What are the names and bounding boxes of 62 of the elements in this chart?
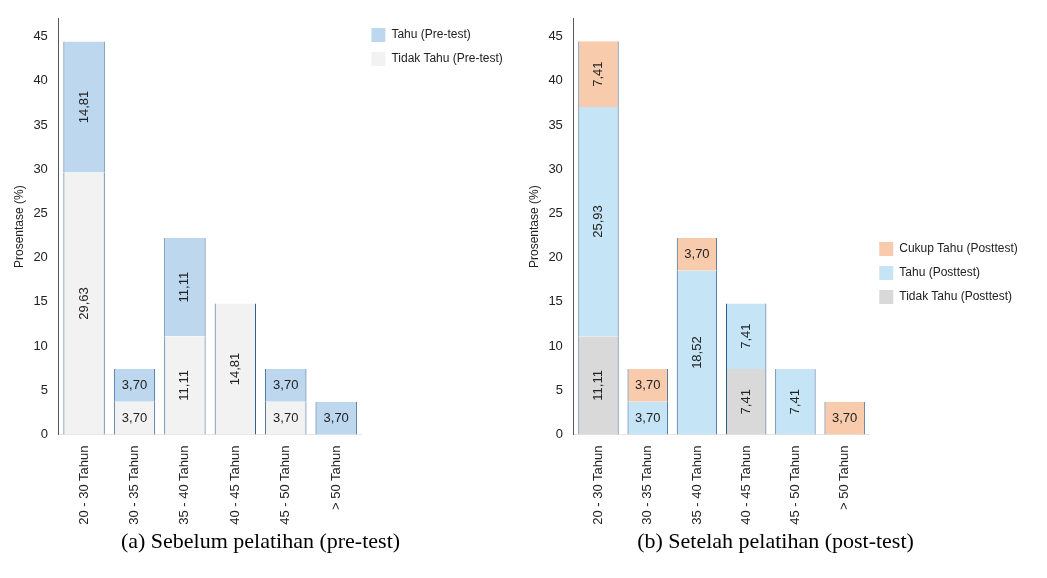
data-label: 3,70: [121, 409, 148, 425]
x-tick-label: 35 - 40 Tahun: [176, 445, 192, 525]
x-tick-label: 40 - 45 Tahun: [737, 445, 753, 525]
data-label: 3,70: [635, 409, 661, 425]
data-label: 3,70: [323, 409, 349, 425]
y-tick-label: 10: [548, 337, 563, 353]
y-tick-label: 45: [33, 28, 48, 44]
y-tick-label: 40: [33, 72, 48, 88]
data-label: 7,41: [737, 323, 753, 349]
y-tick-label: 5: [40, 381, 48, 397]
data-label: 14,81: [75, 90, 91, 124]
data-label: 7,41: [590, 61, 606, 87]
y-tick-label: 0: [555, 426, 563, 442]
y-axis-title: Prosentase (%): [11, 185, 26, 268]
text: (a) Sebelum pelatihan (pre-test): [120, 528, 401, 554]
y-axis-title: Prosentase (%): [526, 185, 541, 268]
text: (b) Setelah pelatihan (post-test): [637, 528, 914, 554]
data-label: 11,11: [176, 370, 192, 401]
y-tick-label: 15: [33, 293, 48, 309]
legend-label: Tahu (Pre-test): [391, 27, 471, 42]
data-label: 7,41: [737, 389, 753, 415]
y-tick-label: 25: [548, 204, 563, 220]
y-tick-label: 10: [33, 337, 48, 353]
y-tick-label: 35: [33, 116, 48, 132]
y-tick-label: 40: [548, 72, 563, 88]
x-tick-label: 30 - 35 Tahun: [639, 445, 655, 525]
data-label: 25,93: [590, 205, 606, 238]
data-label: 3,70: [832, 409, 858, 425]
x-tick-label: 45 - 50 Tahun: [277, 445, 293, 525]
legend-label: Tidak Tahu (Posttest): [899, 289, 1012, 304]
data-label: 3,70: [273, 376, 299, 392]
legend-label: Tahu (Posttest): [899, 265, 980, 280]
x-tick-label: 35 - 40 Tahun: [688, 445, 704, 525]
y-tick-label: 20: [548, 249, 563, 265]
legend-label: Tidak Tahu (Pre-test): [391, 51, 503, 66]
data-label: 7,41: [787, 389, 802, 415]
data-label: 3,70: [273, 409, 299, 425]
legend-label: Cukup Tahu (Posttest): [899, 241, 1018, 256]
data-label: 3,70: [684, 245, 710, 261]
x-tick-label: 30 - 35 Tahun: [126, 445, 142, 525]
data-label: 3,70: [635, 376, 661, 392]
x-tick-label: 20 - 30 Tahun: [75, 445, 91, 525]
y-tick-label: 30: [33, 160, 48, 176]
data-label: 3,70: [121, 376, 148, 392]
y-tick-label: 30: [548, 160, 563, 176]
x-tick-label: > 50 Tahun: [836, 445, 852, 510]
data-label: 11,11: [590, 370, 606, 401]
data-label: 14,81: [226, 352, 242, 386]
x-tick-label: > 50 Tahun: [327, 445, 343, 510]
x-tick-label: 45 - 50 Tahun: [787, 445, 802, 525]
y-tick-label: 45: [548, 28, 563, 44]
y-tick-label: 15: [548, 293, 563, 309]
y-tick-label: 0: [40, 426, 48, 442]
data-label: 18,52: [688, 336, 704, 369]
y-tick-label: 35: [548, 116, 563, 132]
x-tick-label: 20 - 30 Tahun: [590, 445, 606, 525]
y-tick-label: 25: [33, 204, 48, 220]
y-tick-label: 5: [555, 381, 563, 397]
x-tick-label: 40 - 45 Tahun: [226, 445, 242, 525]
data-label: 29,63: [75, 287, 91, 320]
data-label: 11,11: [176, 271, 192, 303]
y-tick-label: 20: [33, 249, 48, 265]
